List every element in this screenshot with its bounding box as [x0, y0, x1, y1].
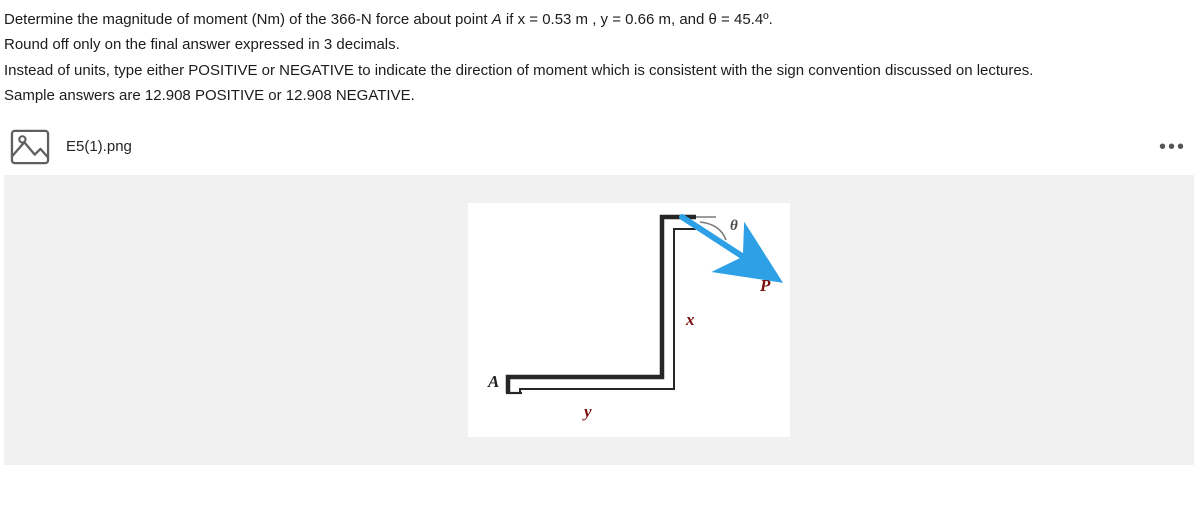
diagram-box: A y x θ P	[468, 203, 790, 437]
diagram-svg	[468, 203, 790, 437]
question-line-3: Instead of units, type either POSITIVE o…	[4, 59, 1194, 82]
attachment-filename[interactable]: E5(1).png	[66, 135, 132, 158]
force-arrow	[682, 217, 768, 273]
question-line-4: Sample answers are 12.908 POSITIVE or 12…	[4, 84, 1194, 107]
bracket-inner	[520, 229, 696, 393]
attachment-left: E5(1).png	[8, 127, 132, 167]
diagram-panel: A y x θ P	[4, 175, 1194, 465]
attachment-row: E5(1).png •••	[4, 125, 1194, 169]
q1-after: if x = 0.53 m , y = 0.66 m, and θ = 45.4…	[502, 11, 773, 28]
label-x: x	[686, 307, 695, 333]
q1-before: Determine the magnitude of moment (Nm) o…	[4, 11, 492, 28]
label-P: P	[760, 273, 770, 299]
label-theta: θ	[730, 215, 738, 238]
more-options-icon[interactable]: •••	[1159, 137, 1186, 157]
q1-var-A: A	[492, 11, 502, 28]
question-line-2: Round off only on the final answer expre…	[4, 33, 1194, 56]
bracket-outer	[508, 217, 696, 393]
label-A: A	[488, 369, 499, 395]
question-line-1: Determine the magnitude of moment (Nm) o…	[4, 8, 1194, 31]
label-y: y	[584, 399, 592, 425]
image-file-icon	[8, 127, 52, 167]
